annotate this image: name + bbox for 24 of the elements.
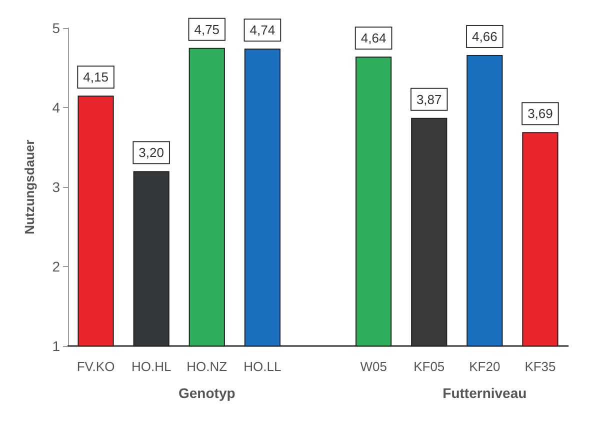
x-tick-label: KF20: [469, 359, 500, 374]
data-label: 4,15: [83, 70, 108, 85]
y-tick-label: 2: [52, 258, 60, 274]
x-tick-label: W05: [360, 359, 387, 374]
y-tick-label: 4: [52, 100, 60, 116]
y-tick-label: 1: [52, 338, 60, 354]
data-label: 3,69: [528, 106, 553, 122]
text: Futterniveau: [442, 385, 527, 401]
data-label: 4,66: [472, 29, 498, 44]
y-tick-label: 3: [52, 179, 60, 195]
y-tick-label: 5: [52, 20, 60, 36]
x-tick-label: HO.NZ: [186, 359, 228, 374]
x-tick-label: KF35: [524, 359, 556, 374]
data-label: 4,74: [250, 22, 276, 38]
data-label: 4,64: [360, 30, 386, 46]
data-label: 4,75: [194, 22, 220, 37]
x-tick-label: FV.KO: [76, 359, 115, 374]
data-label: 3,87: [416, 92, 442, 107]
x-tick-label: HO.LL: [244, 359, 282, 374]
x-tick-label: HO.HL: [131, 359, 172, 374]
y-axis-title: Nutzungsdauer: [22, 140, 37, 234]
text: Genotyp: [178, 385, 236, 401]
x-tick-label: KF05: [414, 359, 445, 374]
data-label: 3,20: [138, 145, 164, 160]
